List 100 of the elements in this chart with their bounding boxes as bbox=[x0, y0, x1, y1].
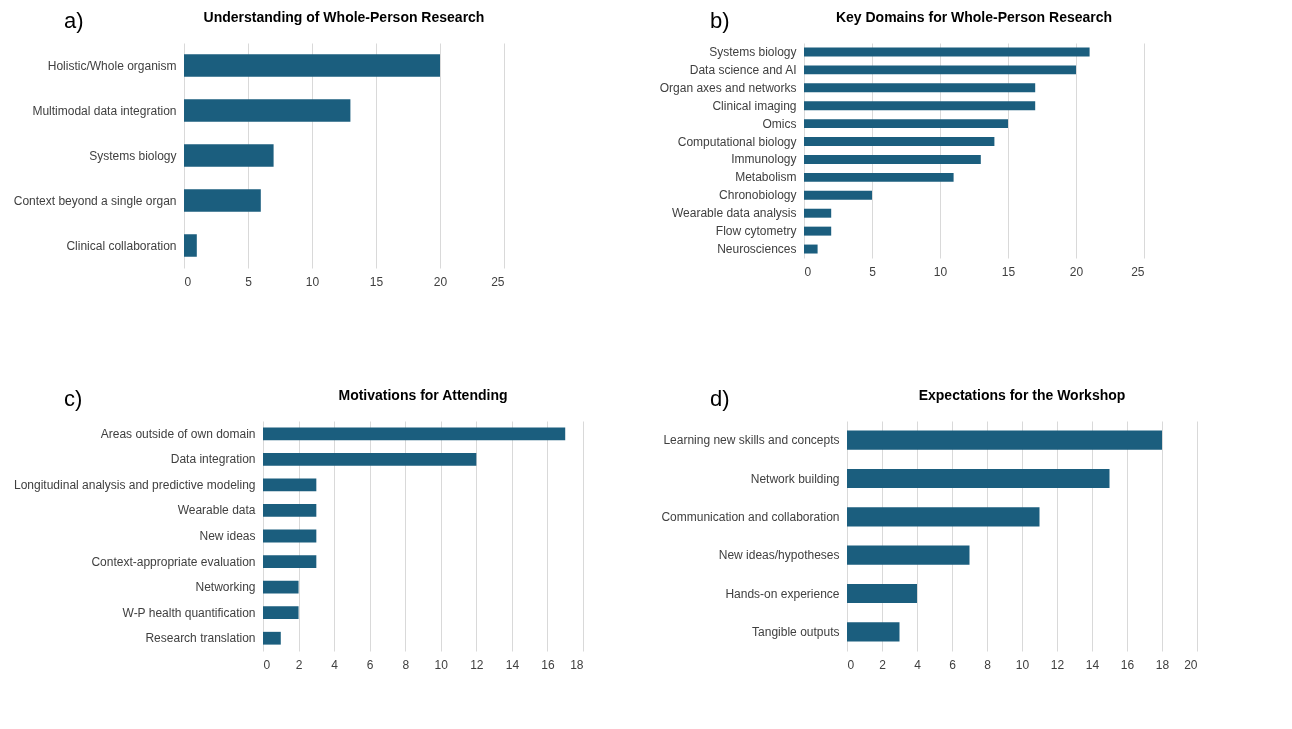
bar bbox=[263, 529, 317, 543]
y-tick-label: Networking bbox=[195, 580, 256, 595]
y-tick-label: Context beyond a single organ bbox=[13, 193, 177, 208]
x-tick-label: 14 bbox=[505, 657, 520, 672]
bar bbox=[263, 452, 477, 466]
y-tick-label: Network building bbox=[750, 471, 840, 486]
bar bbox=[804, 208, 832, 218]
y-tick-label: Research translation bbox=[145, 631, 256, 646]
x-tick-label: 10 bbox=[933, 264, 948, 279]
x-tick-label: 6 bbox=[949, 657, 957, 672]
x-tick-label: 4 bbox=[331, 657, 339, 672]
y-tick-label: Systems biology bbox=[89, 148, 177, 163]
bar bbox=[804, 154, 981, 164]
bar bbox=[263, 606, 299, 620]
x-tick-label: 5 bbox=[245, 274, 253, 289]
text: c) bbox=[64, 386, 83, 412]
bar bbox=[847, 430, 1162, 450]
x-tick-label: 10 bbox=[1015, 657, 1030, 672]
x-tick-label: 6 bbox=[366, 657, 374, 672]
y-tick-label: Metabolism bbox=[735, 170, 797, 185]
y-tick-label: Tangible outputs bbox=[752, 624, 840, 639]
x-tick-label: 2 bbox=[295, 657, 303, 672]
bar bbox=[184, 99, 351, 122]
x-tick-label: 15 bbox=[1001, 264, 1016, 279]
x-tick-label: 25 bbox=[491, 274, 505, 289]
bar bbox=[184, 234, 197, 257]
y-tick-label: Clinical collaboration bbox=[66, 238, 177, 253]
bar bbox=[847, 583, 917, 604]
bar bbox=[263, 555, 317, 568]
y-tick-label: Data integration bbox=[170, 452, 256, 467]
y-tick-label: Wearable data analysis bbox=[671, 206, 797, 221]
y-tick-label: Areas outside of own domain bbox=[100, 426, 256, 441]
y-tick-label: Holistic/Whole organism bbox=[47, 58, 177, 73]
bar bbox=[847, 545, 970, 565]
y-tick-label: Clinical imaging bbox=[712, 98, 797, 113]
x-tick-label: 20 bbox=[1069, 264, 1084, 279]
x-tick-label: 18 bbox=[570, 657, 584, 672]
y-tick-label: Chronobiology bbox=[719, 188, 797, 203]
bar bbox=[804, 244, 818, 254]
bar bbox=[184, 144, 274, 167]
y-tick-label: Hands-on experience bbox=[725, 586, 840, 601]
x-tick-label: 0 bbox=[184, 274, 192, 289]
x-tick-label: 4 bbox=[914, 657, 922, 672]
x-tick-label: 0 bbox=[804, 264, 812, 279]
x-tick-label: 10 bbox=[434, 657, 449, 672]
bar bbox=[804, 101, 1036, 111]
y-tick-label: Immunology bbox=[731, 152, 797, 167]
bar bbox=[847, 622, 900, 642]
bar bbox=[263, 504, 317, 517]
y-tick-label: Context-appropriate evaluation bbox=[91, 554, 256, 569]
y-tick-label: Wearable data bbox=[177, 503, 256, 518]
y-tick-label: Omics bbox=[762, 116, 797, 131]
text: a) bbox=[64, 8, 84, 34]
bar bbox=[804, 47, 1090, 57]
x-tick-label: 0 bbox=[263, 657, 271, 672]
y-tick-label: New ideas bbox=[199, 529, 256, 543]
x-tick-label: 10 bbox=[305, 274, 320, 289]
chart-title: Motivations for Attending bbox=[338, 387, 508, 403]
bar bbox=[263, 580, 299, 594]
bar bbox=[847, 468, 1110, 489]
text: d) bbox=[710, 386, 730, 412]
chart-title: Understanding of Whole-Person Research bbox=[203, 9, 485, 25]
x-tick-label: 0 bbox=[847, 657, 855, 672]
bar bbox=[184, 54, 440, 77]
x-tick-label: 8 bbox=[984, 657, 992, 672]
bar bbox=[804, 190, 872, 200]
y-tick-label: Neurosciences bbox=[717, 242, 797, 257]
bar bbox=[804, 83, 1036, 93]
y-tick-label: Organ axes and networks bbox=[659, 80, 797, 95]
text: b) bbox=[710, 8, 730, 34]
bar bbox=[847, 507, 1040, 527]
bar bbox=[804, 137, 995, 147]
x-tick-label: 25 bbox=[1131, 264, 1145, 279]
y-tick-label: Learning new skills and concepts bbox=[663, 433, 840, 448]
y-tick-label: Computational biology bbox=[677, 134, 797, 149]
x-tick-label: 8 bbox=[402, 657, 410, 672]
x-tick-label: 20 bbox=[433, 274, 448, 289]
chart-title: Key Domains for Whole-Person Research bbox=[835, 9, 1113, 25]
y-tick-label: Flow cytometry bbox=[715, 224, 797, 239]
y-tick-label: W-P health quantification bbox=[122, 605, 256, 620]
bar bbox=[263, 478, 317, 492]
x-tick-label: 14 bbox=[1085, 657, 1100, 672]
x-tick-label: 12 bbox=[470, 657, 484, 672]
bar bbox=[804, 172, 954, 182]
x-tick-label: 5 bbox=[869, 264, 877, 279]
y-tick-label: Data science and AI bbox=[689, 62, 797, 77]
bar bbox=[804, 65, 1076, 75]
bar bbox=[263, 631, 281, 645]
x-tick-label: 16 bbox=[1120, 657, 1135, 672]
bar bbox=[184, 189, 261, 212]
bar bbox=[804, 226, 832, 236]
x-tick-label: 2 bbox=[879, 657, 887, 672]
x-tick-label: 12 bbox=[1050, 657, 1065, 672]
y-tick-label: Communication and collaboration bbox=[661, 509, 840, 524]
x-tick-label: 18 bbox=[1155, 657, 1170, 672]
y-tick-label: New ideas/hypotheses bbox=[718, 548, 840, 563]
bar bbox=[804, 119, 1008, 129]
y-tick-label: Multimodal data integration bbox=[32, 103, 177, 118]
x-tick-label: 15 bbox=[369, 274, 384, 289]
chart-title: Expectations for the Workshop bbox=[918, 387, 1126, 403]
